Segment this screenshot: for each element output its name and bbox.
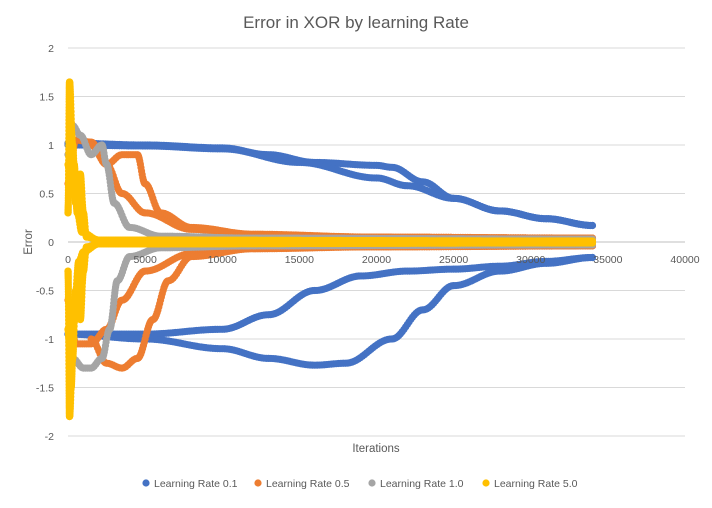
legend-marker (254, 479, 262, 487)
x-tick-label: 10000 (208, 254, 237, 266)
y-tick-labels: 2 1.5 1 0.5 0 -0.5 -1 -1.5 -2 (36, 43, 54, 443)
data-point (588, 221, 597, 230)
legend-label: Learning Rate 1.0 (380, 478, 464, 490)
y-tick-label: 1 (48, 140, 54, 152)
x-tick-label: 40000 (670, 254, 699, 266)
series-curve (64, 253, 597, 369)
x-tick-label: 15000 (285, 254, 314, 266)
x-tick-label: 0 (65, 254, 71, 266)
legend-label: Learning Rate 5.0 (494, 478, 578, 490)
y-tick-label: 0 (48, 237, 54, 249)
y-tick-label: -1 (45, 334, 54, 346)
y-tick-label: 2 (48, 43, 54, 55)
x-tick-labels: 0 5000 10000 15000 20000 25000 30000 35000 40000 (65, 254, 700, 266)
series-curve (87, 141, 597, 242)
chart-title: Error in XOR by learning Rate (243, 13, 469, 32)
legend: Learning Rate 0.1 Learning Rate 0.5 Learni… (142, 478, 578, 490)
x-tick-label: 35000 (593, 254, 622, 266)
x-tick-label: 25000 (439, 254, 468, 266)
plot-area (64, 78, 597, 421)
y-axis-label: Error (23, 229, 35, 255)
x-tick-label: 20000 (362, 254, 391, 266)
data-point (588, 239, 597, 247)
y-tick-label: 1.5 (39, 92, 54, 104)
y-tick-label: 0.5 (39, 189, 54, 201)
x-tick-label: 30000 (516, 254, 545, 266)
x-tick-label: 5000 (133, 254, 157, 266)
legend-marker (368, 479, 376, 487)
legend-label: Learning Rate 0.5 (266, 478, 350, 490)
y-tick-label: -1.5 (36, 383, 54, 395)
series-4 (64, 78, 597, 421)
legend-label: Learning Rate 0.1 (154, 478, 238, 490)
data-point (588, 253, 597, 262)
legend-marker (482, 479, 490, 487)
x-axis-label: Iterations (352, 443, 400, 455)
legend-marker (142, 479, 150, 487)
y-tick-label: -2 (45, 431, 54, 443)
y-tick-label: -0.5 (36, 286, 54, 298)
series-curve (64, 239, 597, 392)
series-curve (64, 136, 597, 242)
